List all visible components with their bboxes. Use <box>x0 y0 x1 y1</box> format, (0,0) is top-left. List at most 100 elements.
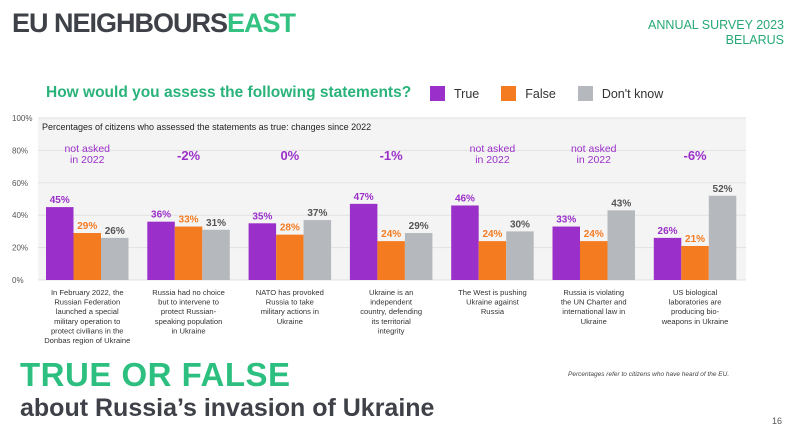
y-tick-label: 40% <box>12 211 28 220</box>
category-label: its territorial <box>372 317 412 326</box>
change-label: -2% <box>177 148 201 163</box>
change-label: -1% <box>380 148 404 163</box>
category-label: protect civilians in the <box>51 326 124 335</box>
survey-country: BELARUS <box>725 33 784 47</box>
bar-value-label: 43% <box>611 198 631 209</box>
change-label: in 2022 <box>70 154 105 166</box>
bar-value-label: 47% <box>354 192 374 203</box>
bar <box>303 220 332 280</box>
bar <box>73 233 101 280</box>
change-label: 0% <box>280 148 299 163</box>
bar <box>174 226 203 280</box>
bar-chart: 0% 20% 40% 60% 80% 100% Percentages of citizen… <box>12 114 746 345</box>
y-tick-label: 100% <box>12 114 32 123</box>
question-title: How would you assess the following state… <box>46 84 412 101</box>
change-label: not asked <box>64 143 110 155</box>
bar <box>101 237 129 280</box>
category-label: Ukraine <box>277 317 303 326</box>
category-label: Russia had no choice <box>152 288 225 297</box>
bar <box>248 223 277 280</box>
logo-main-text: EU NEIGHBOURS <box>12 8 228 38</box>
legend-item-dont-know: Don't know <box>577 86 664 101</box>
bar-value-label: 24% <box>584 229 604 240</box>
bar-value-label: 33% <box>556 215 576 226</box>
bar-value-label: 29% <box>77 221 97 232</box>
legend-swatch-true <box>430 86 445 101</box>
category-label: Russia to take <box>266 298 314 307</box>
bar-value-label: 36% <box>151 210 171 221</box>
logo-accent-text: EAST <box>227 8 296 38</box>
bar <box>708 195 737 280</box>
bar <box>478 241 507 280</box>
category-label: country, defending <box>360 307 422 316</box>
category-label: independent <box>370 298 413 307</box>
bar-value-label: 33% <box>179 215 199 226</box>
bar-value-label: 26% <box>105 226 125 237</box>
category-label: Ukraine is an <box>369 288 413 297</box>
category-label: weapons in Ukraine <box>661 317 729 326</box>
bar <box>202 229 230 280</box>
category-label: international law in <box>562 307 625 316</box>
y-tick-label: 60% <box>12 179 28 188</box>
category-label: Russia is violating <box>563 288 624 297</box>
bar <box>552 226 580 280</box>
bar-value-label: 46% <box>455 193 475 204</box>
category-label: launched a special <box>56 307 119 316</box>
bar <box>580 241 608 280</box>
headline-main: TRUE OR FALSE <box>20 356 291 393</box>
bar <box>607 210 635 280</box>
bar <box>681 245 709 280</box>
change-label: not asked <box>470 143 516 155</box>
bar <box>349 203 378 280</box>
category-label: in Ukraine <box>171 326 205 335</box>
survey-label: ANNUAL SURVEY 2023 BELARUS <box>648 18 784 48</box>
bar <box>451 205 479 280</box>
change-label: in 2022 <box>475 154 510 166</box>
bar <box>506 231 534 280</box>
y-tick-label: 0% <box>12 276 24 285</box>
category-label: military operation to <box>54 317 120 326</box>
legend-item-true: True <box>430 86 479 101</box>
category-label: producing bio- <box>671 307 720 316</box>
category-label: laboratories are <box>669 298 722 307</box>
category-label: The West is pushing <box>458 288 527 297</box>
bar-value-label: 29% <box>409 221 429 232</box>
survey-title: ANNUAL SURVEY 2023 <box>648 18 784 32</box>
category-label: In February 2022, the <box>51 288 124 297</box>
category-label: Russia <box>481 307 505 316</box>
chart-subtitle: Percentages of citizens who assessed the… <box>42 122 371 132</box>
y-tick-label: 20% <box>12 244 28 253</box>
bar-value-label: 30% <box>510 219 530 230</box>
legend-label-dont-know: Don't know <box>601 86 664 101</box>
bar <box>147 221 175 280</box>
bar-value-label: 24% <box>482 229 502 240</box>
bar <box>404 233 433 280</box>
footnote: Percentages refer to citizens who have h… <box>568 371 730 378</box>
y-tick-label: 80% <box>12 146 28 155</box>
category-label: US biological <box>673 288 718 297</box>
category-label: Ukraine against <box>466 298 520 307</box>
legend-swatch-dont-know <box>577 86 593 101</box>
category-label: the UN Charter and <box>561 298 627 307</box>
bar-value-label: 26% <box>658 226 678 237</box>
category-label: integrity <box>378 326 405 335</box>
category-label: Russian Federation <box>54 298 120 307</box>
bar-value-label: 52% <box>713 184 733 195</box>
bar-value-label: 45% <box>50 195 70 206</box>
bar-value-label: 28% <box>280 223 300 234</box>
bar <box>276 234 304 280</box>
bar-value-label: 35% <box>252 211 272 222</box>
logo: EU NEIGHBOURSEAST <box>12 8 296 39</box>
category-label: NATO has provoked <box>256 288 324 297</box>
chart-legend: True False Don't know <box>430 86 685 101</box>
legend-label-false: False <box>525 86 556 101</box>
category-label: military actions in <box>261 307 319 316</box>
legend-swatch-false <box>501 86 517 101</box>
bar-value-label: 24% <box>381 229 401 240</box>
bar <box>653 237 682 280</box>
bar-value-label: 31% <box>206 218 226 229</box>
bar <box>377 241 405 280</box>
change-label: -6% <box>683 148 707 163</box>
bar-value-label: 21% <box>685 234 705 245</box>
legend-item-false: False <box>501 86 556 101</box>
